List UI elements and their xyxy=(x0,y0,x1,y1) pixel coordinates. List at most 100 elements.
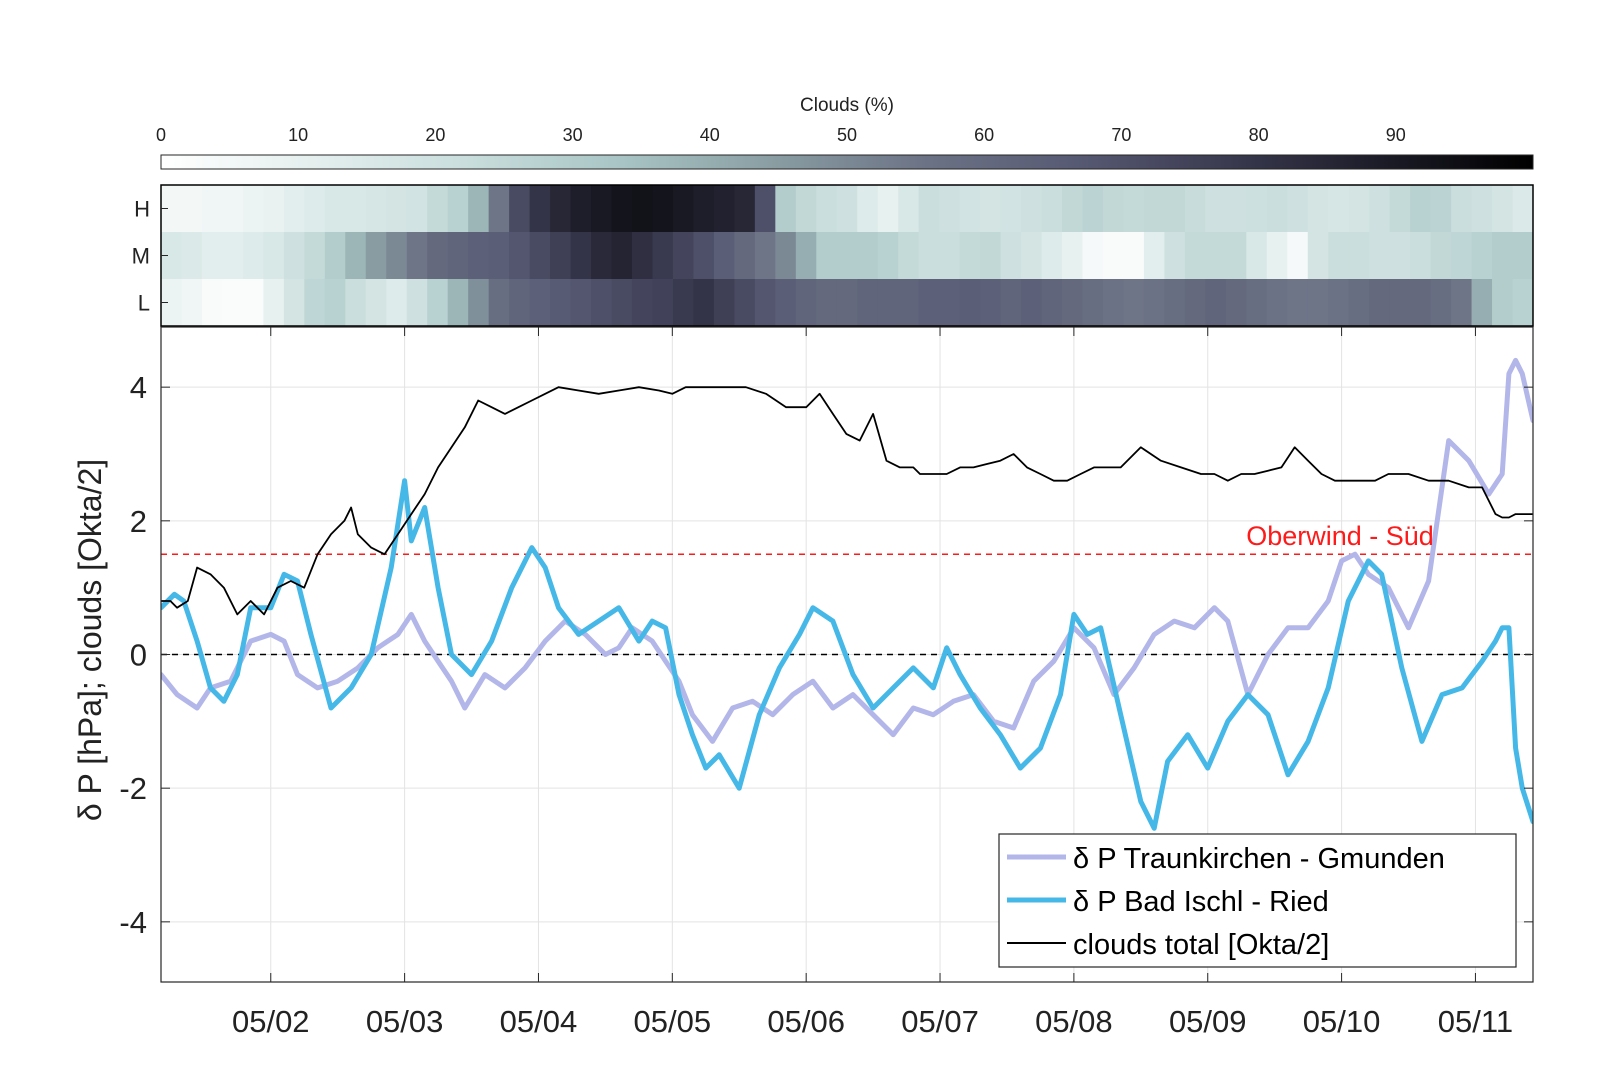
heatmap-cell-m xyxy=(877,232,899,279)
heatmap-cell-m xyxy=(754,232,776,279)
y-tick-label: -2 xyxy=(119,771,147,806)
heatmap-cell-h xyxy=(1328,185,1350,232)
heatmap-cell-h xyxy=(1369,185,1391,232)
x-tick-label: 05/09 xyxy=(1169,1004,1247,1039)
heatmap-cell-h xyxy=(693,185,715,232)
legend: δ P Traunkirchen - Gmunden δ P Bad Ischl… xyxy=(998,833,1517,968)
heatmap-cell-l xyxy=(1062,279,1084,326)
heatmap-cell-h xyxy=(898,185,920,232)
heatmap-cell-m xyxy=(1348,232,1370,279)
heatmap-cell-m xyxy=(1184,232,1206,279)
heatmap-cell-h xyxy=(1184,185,1206,232)
x-tick-label: 05/08 xyxy=(1035,1004,1113,1039)
heatmap-cell-l xyxy=(406,279,428,326)
heatmap-cell-h xyxy=(1246,185,1268,232)
heatmap-cell-l xyxy=(713,279,735,326)
heatmap-cell-h xyxy=(570,185,592,232)
heatmap-cell-m xyxy=(365,232,387,279)
heatmap-row-label: M xyxy=(132,244,150,269)
heatmap-cell-h xyxy=(1082,185,1104,232)
heatmap-cell-m xyxy=(1143,232,1166,279)
heatmap-cell-m xyxy=(345,232,367,279)
heatmap-cell-l xyxy=(693,279,715,326)
heatmap-cell-h xyxy=(304,185,326,232)
heatmap-cell-m xyxy=(898,232,920,279)
heatmap-cell-m xyxy=(1328,232,1350,279)
heatmap-cell-l xyxy=(939,279,961,326)
heatmap-cell-h xyxy=(754,185,776,232)
heatmap-cell-l xyxy=(1492,279,1514,326)
heatmap-cell-m xyxy=(1225,232,1247,279)
heatmap-cell-h xyxy=(1164,185,1186,232)
heatmap-cell-m xyxy=(529,232,551,279)
heatmap-cell-m xyxy=(693,232,715,279)
heatmap-row-label: L xyxy=(138,291,150,316)
cloud-layer-heatmap: HML xyxy=(132,184,1534,327)
heatmap-cell-m xyxy=(1287,232,1309,279)
heatmap-cell-h xyxy=(509,185,531,232)
heatmap-cell-m xyxy=(161,232,183,279)
heatmap-cell-l xyxy=(468,279,490,326)
heatmap-cell-m xyxy=(406,232,428,279)
heatmap-cell-m xyxy=(324,232,346,279)
legend-item-traunkirchen-gmunden: δ P Traunkirchen - Gmunden xyxy=(1007,843,1445,875)
heatmap-cell-h xyxy=(468,185,490,232)
heatmap-cell-h xyxy=(1225,185,1247,232)
heatmap-cell-l xyxy=(591,279,613,326)
heatmap-cell-h xyxy=(734,185,756,232)
heatmap-cell-m xyxy=(1102,232,1125,279)
heatmap-cell-h xyxy=(1143,185,1166,232)
heatmap-cell-h xyxy=(1451,185,1473,232)
heatmap-cell-h xyxy=(1102,185,1125,232)
heatmap-cell-m xyxy=(242,232,264,279)
heatmap-cell-h xyxy=(1430,185,1452,232)
heatmap-cell-l xyxy=(652,279,674,326)
heatmap-cell-h xyxy=(1492,185,1514,232)
heatmap-cell-h xyxy=(713,185,735,232)
colorbar-tick-label: 0 xyxy=(156,125,166,145)
heatmap-cell-m xyxy=(1307,232,1329,279)
heatmap-cell-h xyxy=(529,185,551,232)
heatmap-cell-l xyxy=(550,279,572,326)
heatmap-cell-m xyxy=(1246,232,1268,279)
heatmap-cell-h xyxy=(836,185,858,232)
heatmap-cell-l xyxy=(857,279,879,326)
heatmap-cell-l xyxy=(1430,279,1452,326)
heatmap-cell-m xyxy=(939,232,961,279)
heatmap-cell-h xyxy=(877,185,899,232)
heatmap-cell-h xyxy=(447,185,469,232)
heatmap-cell-l xyxy=(775,279,797,326)
colorbar-tick-label: 20 xyxy=(425,125,445,145)
heatmap-cell-l xyxy=(1225,279,1247,326)
heatmap-cell-h xyxy=(1021,185,1043,232)
heatmap-cell-m xyxy=(1389,232,1411,279)
heatmap-cell-h xyxy=(939,185,961,232)
heatmap-cell-l xyxy=(161,279,183,326)
colorbar-tick-label: 10 xyxy=(288,125,308,145)
heatmap-cell-h xyxy=(1512,185,1533,232)
heatmap-cell-l xyxy=(1369,279,1391,326)
heatmap-cell-h xyxy=(1471,185,1493,232)
colorbar-tick-label: 30 xyxy=(563,125,583,145)
colorbar-ticks: 0 10 20 30 40 50 60 70 80 90 xyxy=(156,125,1406,169)
y-axis-label: δ P [hPa]; clouds [Okta/2] xyxy=(72,459,108,821)
heatmap-cell-l xyxy=(1164,279,1186,326)
heatmap-cell-l xyxy=(1041,279,1063,326)
heatmap-cell-h xyxy=(1041,185,1063,232)
heatmap-cell-l xyxy=(1266,279,1288,326)
heatmap-cell-l xyxy=(242,279,264,326)
heatmap-cell-h xyxy=(980,185,1002,232)
heatmap-cell-h xyxy=(1389,185,1411,232)
heatmap-cell-m xyxy=(1164,232,1186,279)
heatmap-cell-m xyxy=(611,232,633,279)
heatmap-cell-h xyxy=(959,185,981,232)
colorbar: Clouds (%) 0 10 20 30 40 50 60 70 80 90 xyxy=(156,95,1534,170)
series-clouds-total xyxy=(161,386,1533,616)
y-tick-label: 0 xyxy=(130,638,147,673)
heatmap-cell-h xyxy=(283,185,305,232)
heatmap-cell-l xyxy=(898,279,920,326)
heatmap-cell-l xyxy=(611,279,633,326)
heatmap-cell-l xyxy=(918,279,940,326)
heatmap-cell-l xyxy=(631,279,654,326)
